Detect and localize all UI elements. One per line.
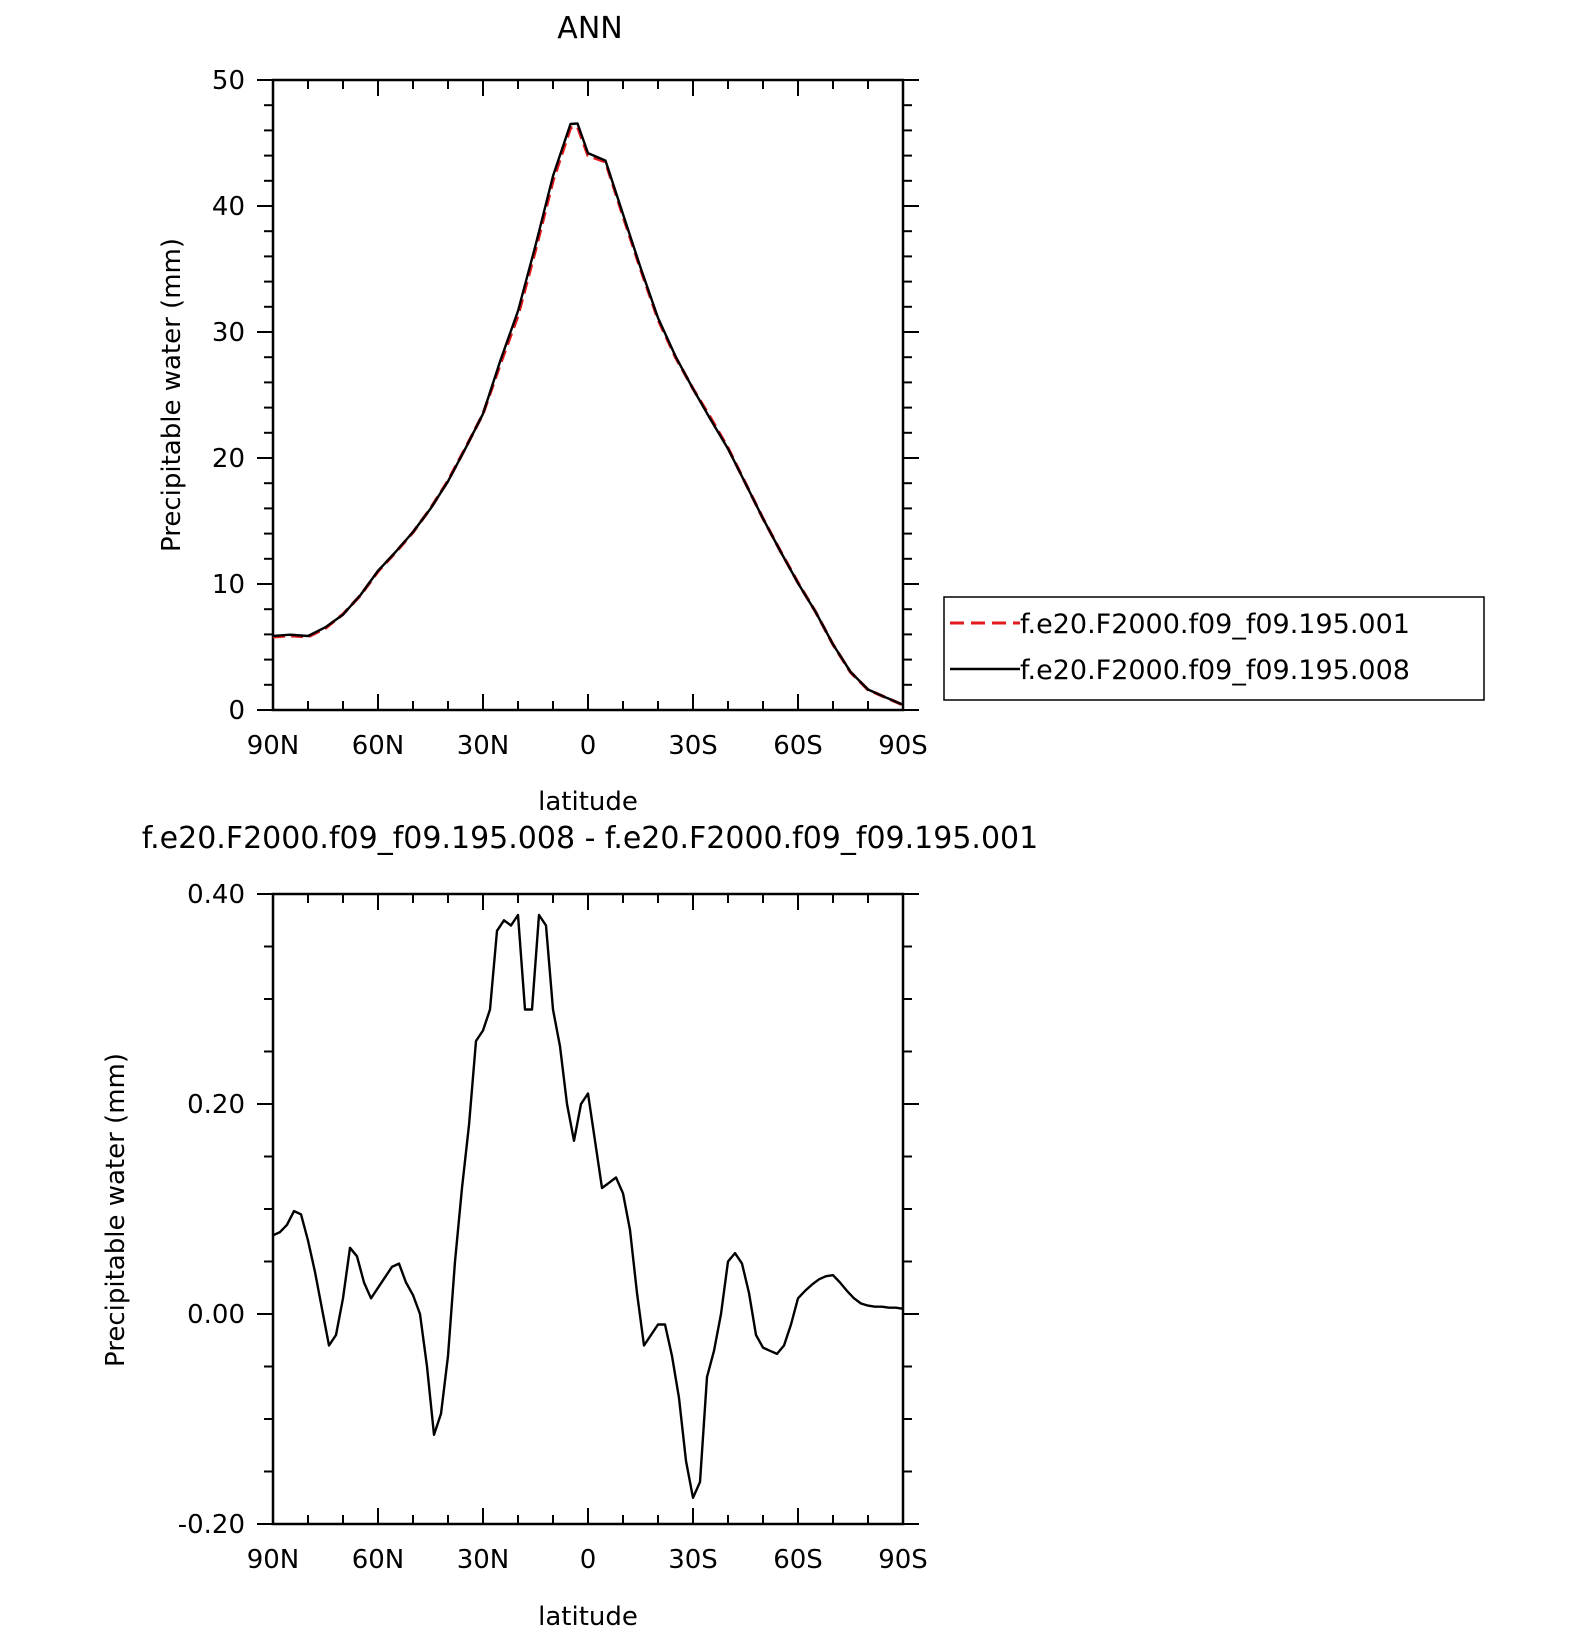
chart-title-bottom: f.e20.F2000.f09_f09.195.008 - f.e20.F200…: [142, 821, 1038, 856]
x-tick-label-top: 30N: [457, 731, 510, 761]
y-tick-label-top: 40: [212, 192, 245, 222]
x-tick-label-bottom: 90N: [247, 1545, 300, 1575]
legend-label-series-1: f.e20.F2000.f09_f09.195.001: [1020, 609, 1410, 640]
x-tick-label-bottom: 60N: [352, 1545, 405, 1575]
plot-frame-top: [271, 78, 905, 712]
x-tick-label-bottom: 90S: [878, 1545, 928, 1575]
plot-frame-bottom: [271, 892, 905, 1526]
y-tick-label-bottom: 0.40: [187, 880, 245, 910]
x-tick-label-bottom: 60S: [773, 1545, 823, 1575]
x-tick-label-bottom: 30S: [668, 1545, 718, 1575]
x-tick-label-bottom: 0: [580, 1545, 597, 1575]
x-tick-label-top: 90N: [247, 731, 300, 761]
y-tick-label-top: 50: [212, 66, 245, 96]
series-line-top-1: [272, 124, 904, 707]
y-axis-label-top: Precipitable water (mm): [157, 238, 187, 552]
x-axis-label-bottom: latitude: [538, 1602, 638, 1632]
legend: f.e20.F2000.f09_f09.195.001 f.e20.F2000.…: [943, 596, 1485, 701]
y-tick-label-top: 30: [212, 318, 245, 348]
series-group-top: [272, 122, 904, 707]
chart-panel-top: ANN 90N 60N 30N 0 30S 60S 90S 0 10 20 30 40 50 latit…: [157, 11, 928, 817]
y-tick-label-bottom: 0.00: [187, 1300, 245, 1330]
series-line-bottom-1: [272, 913, 904, 1500]
x-tick-label-bottom: 30N: [457, 1545, 510, 1575]
y-tick-label-top: 10: [212, 570, 245, 600]
legend-box: [943, 596, 1485, 701]
y-tick-label-bottom: -0.20: [178, 1510, 245, 1540]
axis-ticks-bottom: 90N 60N 30N 0 30S 60S 90S -0.20 0.00 0.20 0.40: [178, 880, 928, 1575]
series-group-bottom: [272, 913, 904, 1500]
x-tick-label-top: 60N: [352, 731, 405, 761]
legend-label-series-2: f.e20.F2000.f09_f09.195.008: [1020, 655, 1410, 686]
series-line-top-2: [272, 122, 904, 706]
y-tick-label-bottom: 0.20: [187, 1090, 245, 1120]
x-tick-label-top: 90S: [878, 731, 928, 761]
x-tick-label-top: 0: [580, 731, 597, 761]
chart-panel-bottom: f.e20.F2000.f09_f09.195.008 - f.e20.F200…: [101, 821, 1038, 1632]
y-axis-label-bottom: Precipitable water (mm): [101, 1053, 131, 1367]
x-axis-label-top: latitude: [538, 787, 638, 817]
axis-ticks-top: 90N 60N 30N 0 30S 60S 90S 0 10 20 30 40 50: [212, 66, 928, 761]
chart-title-top: ANN: [557, 11, 622, 46]
x-tick-label-top: 60S: [773, 731, 823, 761]
y-tick-label-top: 20: [212, 444, 245, 474]
x-tick-label-top: 30S: [668, 731, 718, 761]
y-tick-label-top: 0: [228, 696, 245, 726]
